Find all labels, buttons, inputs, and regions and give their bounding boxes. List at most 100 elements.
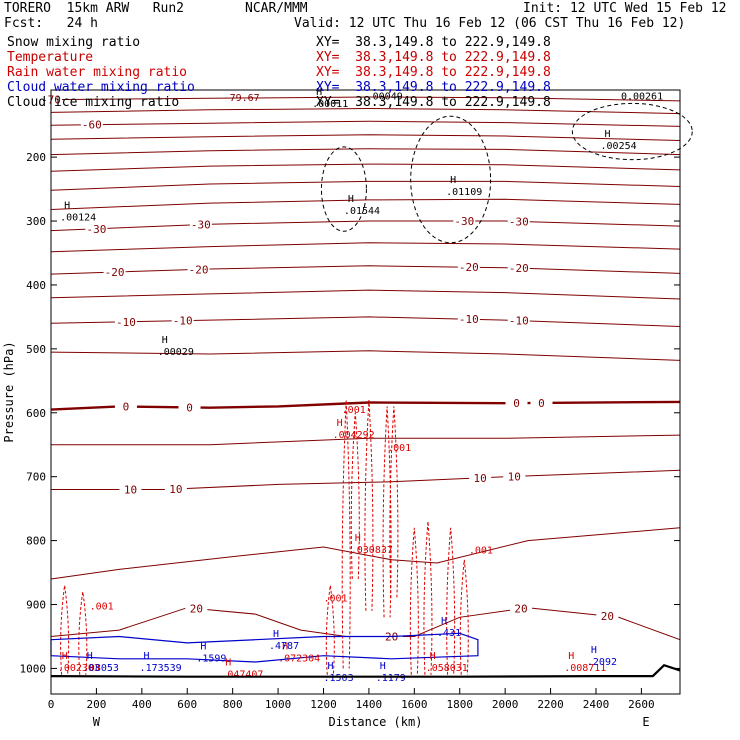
isotherm-label: -30 <box>86 223 106 236</box>
isotherm-label-bg <box>103 266 126 278</box>
isotherm-label-bg <box>457 313 480 325</box>
field-xy-rain: XY= 38.3,149.8 to 222.9,149.8 <box>316 65 551 80</box>
x-tick-label: 400 <box>132 698 152 711</box>
isotherm-label: -10 <box>116 316 136 329</box>
rain-contour <box>78 591 88 675</box>
rain-contour <box>60 585 70 675</box>
high-marker: H <box>568 651 574 662</box>
isotherm-label: 20 <box>514 603 527 616</box>
contour-label: 0.00261 <box>621 92 663 103</box>
isotherm-m70 <box>50 96 681 102</box>
y-tick-label: 300 <box>26 215 46 228</box>
rain-contour <box>389 406 399 599</box>
high-marker: H <box>337 418 343 429</box>
isotherm-label: -60 <box>82 119 102 132</box>
high-value: .072304 <box>278 654 320 665</box>
isotherm-10 <box>51 469 681 490</box>
isotherm-m5 <box>50 350 681 361</box>
isotherm-label-bg <box>507 215 530 227</box>
isotherm-label-bg <box>469 471 492 483</box>
y-tick-label: 200 <box>26 151 46 164</box>
high-marker: H <box>62 651 68 662</box>
isotherm-label-bg <box>164 482 187 494</box>
high-marker: H <box>430 651 436 662</box>
moisture-contours <box>50 102 693 675</box>
snow-contour <box>320 146 367 232</box>
high-marker: H <box>450 175 456 186</box>
x-tick-label: 200 <box>86 698 106 711</box>
isotherm-label: -10 <box>459 313 479 326</box>
rain-contour <box>446 527 456 675</box>
high-value: .030837 <box>351 545 393 556</box>
isotherm-label-bg <box>178 401 201 413</box>
isotherm-label-bg <box>507 262 530 274</box>
isotherm-label: -10 <box>509 315 529 328</box>
y-tick-label: 400 <box>26 279 46 292</box>
isotherm-m60 <box>50 120 681 127</box>
x-tick-label: 2000 <box>492 698 519 711</box>
x-tick-label: 2400 <box>583 698 610 711</box>
high-value: .2092 <box>587 657 617 668</box>
contour-label: .001 <box>469 545 493 556</box>
isotherm-label-bg <box>119 483 142 495</box>
model-title: TORERO 15km ARW Run2 <box>4 1 185 16</box>
x-tick-label: 1200 <box>310 698 337 711</box>
contour-label: -79.67 <box>224 93 260 104</box>
high-marker: H <box>605 129 611 140</box>
field-label-temperature: Temperature <box>7 50 94 65</box>
west-label: W <box>93 715 101 729</box>
init-time: Init: 12 UTC Wed 15 Feb 12 <box>523 1 727 16</box>
isotherm-label: -20 <box>509 262 529 275</box>
field-label-snow: Snow mixing ratio <box>7 35 141 50</box>
contour-label: .001 <box>323 593 347 604</box>
isotherm-label: -30 <box>509 215 529 228</box>
terrain-line <box>50 663 681 678</box>
east-label: E <box>642 715 649 729</box>
isotherm-label-bg <box>189 218 212 230</box>
rain-contour <box>350 412 360 579</box>
high-value: .08053 <box>83 663 119 674</box>
high-marker: H <box>591 645 597 656</box>
isotherm-15 <box>50 527 681 580</box>
isotherm-label: 0 <box>123 400 130 413</box>
high-marker: H <box>348 194 354 205</box>
high-value: .01109 <box>446 187 482 198</box>
isotherm-5 <box>51 434 681 446</box>
isotherm-label: 0 <box>538 397 545 410</box>
field-label-cloud-water: Cloud water mixing ratio <box>7 80 195 95</box>
high-value: .008711 <box>564 663 606 674</box>
y-axis-label: Pressure (hPa) <box>2 341 16 442</box>
valid-time: Valid: 12 UTC Thu 16 Feb 12 (06 CST Thu … <box>294 16 686 31</box>
high-marker: H <box>200 642 206 653</box>
isotherm-m40 <box>50 180 681 191</box>
field-xy-snow: XY= 38.3,149.8 to 222.9,149.8 <box>316 35 551 50</box>
high-value: .002303 <box>58 663 100 674</box>
plot-frame <box>50 89 681 695</box>
high-value: .00029 <box>158 347 194 358</box>
y-tick-label: 1000 <box>20 662 47 675</box>
temperature-contours: -70-60-30 -30 -30 -30-20 -20 -20 -20-10 -10 -10-… <box>40 93 681 643</box>
high-value: .058031 <box>426 663 468 674</box>
contour-labels: H.00124H.01544H.01109H.00254H.00029H.000… <box>58 87 663 684</box>
x-tick-label: 1400 <box>356 698 383 711</box>
high-marker: H <box>380 661 386 672</box>
rain-contour <box>423 521 433 675</box>
isotherm-label-bg <box>510 602 533 614</box>
x-tick-label: 2600 <box>628 698 655 711</box>
organization: NCAR/MMM <box>245 1 308 16</box>
x-tick-label: 1000 <box>265 698 292 711</box>
high-marker: H <box>87 651 93 662</box>
isotherm-label: -20 <box>189 263 209 276</box>
high-value: .00011 <box>312 99 348 110</box>
high-value: .1503 <box>323 673 353 684</box>
y-tick-label: 900 <box>26 599 46 612</box>
isotherm-label-bg <box>80 118 103 130</box>
y-tick-label: 700 <box>26 471 46 484</box>
high-marker: H <box>327 661 333 672</box>
isotherm-m65 <box>50 107 681 115</box>
high-value: .1179 <box>376 673 406 684</box>
snow-contour <box>410 115 492 244</box>
contour-label: .001 <box>342 405 366 416</box>
high-marker: H <box>441 616 447 627</box>
